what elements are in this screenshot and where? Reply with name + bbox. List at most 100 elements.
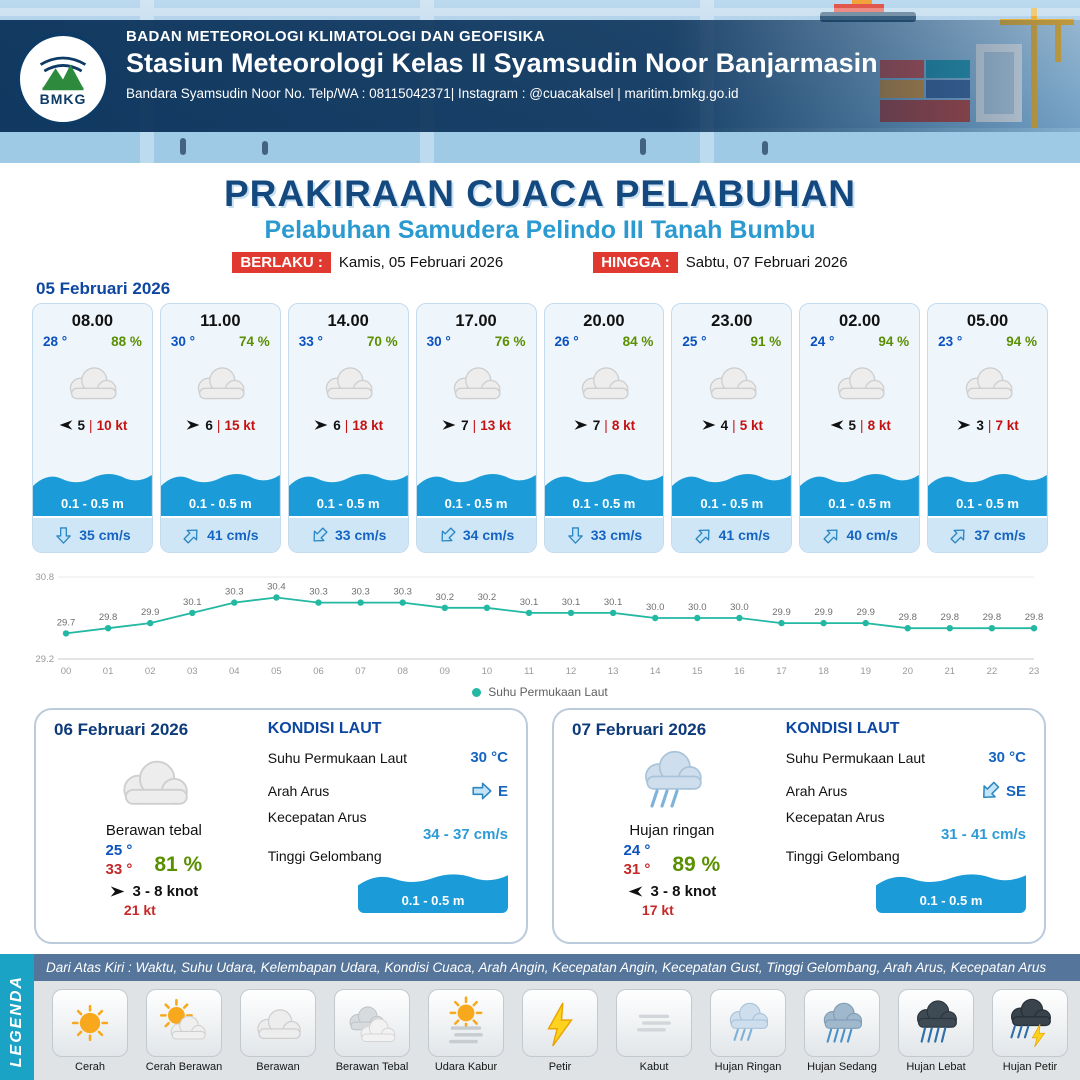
bmkg-logo-icon xyxy=(39,56,87,91)
sea-conditions-title: KONDISI LAUT xyxy=(785,720,900,737)
wind-gust: 8 kt xyxy=(611,417,636,433)
current-speed: 40 cm/s xyxy=(846,527,898,543)
card-temperature: 30 ° xyxy=(170,334,196,349)
day-temp-min: 25 ° xyxy=(105,842,133,859)
day-condition: Hujan ringan xyxy=(629,822,715,839)
wave-height-band: 0.1 - 0.5 m xyxy=(544,466,664,516)
svg-text:00: 00 xyxy=(61,666,72,677)
current-speed: 34 cm/s xyxy=(462,527,515,543)
cloud-icon xyxy=(325,367,373,400)
wave-height-band: 0.1 - 0.5 m xyxy=(160,466,280,516)
rain-light-icon xyxy=(729,1002,769,1041)
legend-label: Udara Kabur xyxy=(434,1061,498,1073)
wind-direction-icon xyxy=(702,420,716,430)
svg-text:12: 12 xyxy=(566,666,577,677)
card-temp-humidity: 33 ° 70 % xyxy=(289,331,408,349)
card-wind-row: 6 | 15 kt xyxy=(161,417,280,433)
sea-sst-value: 30 °C xyxy=(470,749,508,766)
header-band xyxy=(0,20,1080,132)
svg-text:30.2: 30.2 xyxy=(436,592,455,603)
wind-direction-icon xyxy=(574,420,588,430)
legend-item: Petir xyxy=(516,989,604,1073)
day-date: 07 Februari 2026 xyxy=(572,720,707,739)
wave-icon xyxy=(672,474,792,516)
legend-tile xyxy=(240,989,316,1057)
wind-gust: 7 kt xyxy=(995,417,1019,433)
valid-from-group: BERLAKU : Kamis, 05 Februari 2026 xyxy=(232,252,503,273)
thunder-rain-icon xyxy=(1010,998,1051,1048)
card-temperature: 26 ° xyxy=(554,334,579,349)
sea-wave-height-value: 0.1 - 0.5 m xyxy=(401,893,465,908)
current-direction-icon xyxy=(183,528,198,544)
sea-wave-height-value: 0.1 - 0.5 m xyxy=(919,893,983,908)
legend-tile xyxy=(52,989,128,1057)
legend-tile xyxy=(898,989,974,1057)
legend-tile xyxy=(428,989,504,1057)
card-temperature: 28 ° xyxy=(43,334,68,349)
forecast-card: 05.00 23 ° 94 % 3 | 7 kt 0.1 - 0.5 m 37 … xyxy=(927,303,1048,553)
sea-current-speed-value: 34 - 37 cm/s xyxy=(422,826,508,843)
valid-to-group: HINGGA : Sabtu, 07 Februari 2026 xyxy=(593,252,848,273)
svg-text:04: 04 xyxy=(229,666,240,677)
wave-height-band: 0.1 - 0.5 m xyxy=(800,466,920,516)
legend-tile xyxy=(334,989,410,1057)
clouds-icon xyxy=(349,1006,396,1043)
current-direction-icon xyxy=(567,526,583,544)
sea-current-direction-row: Arah Arus E xyxy=(268,780,508,802)
current-direction-icon xyxy=(950,528,965,544)
cloud-icon xyxy=(965,367,1013,400)
wave-icon xyxy=(544,474,664,516)
wind-gust: 8 kt xyxy=(867,417,891,433)
svg-text:02: 02 xyxy=(145,666,156,677)
card-temp-humidity: 23 ° 94 % xyxy=(928,331,1047,349)
current-direction-icon xyxy=(695,528,710,544)
svg-text:29.8: 29.8 xyxy=(898,612,917,623)
current-direction-icon xyxy=(822,528,838,544)
day-weather-icon xyxy=(572,740,772,822)
svg-text:30.8: 30.8 xyxy=(36,572,55,583)
svg-text:30.3: 30.3 xyxy=(393,587,412,598)
wave-icon xyxy=(160,474,280,516)
current-speed: 33 cm/s xyxy=(335,527,387,543)
sea-sst-row: Suhu Permukaan Laut 30 °C xyxy=(268,749,508,766)
wave-height-value: 0.1 - 0.5 m xyxy=(61,496,124,511)
agency-name: BADAN METEOROLOGI KLIMATOLOGI DAN GEOFIS… xyxy=(126,28,546,45)
cloud-icon xyxy=(198,367,245,400)
card-humidity: 84 % xyxy=(622,334,654,349)
sea-conditions-column: KONDISI LAUT Suhu Permukaan Laut 30 °C A… xyxy=(268,720,508,930)
day-temps: 24 ° 31 ° xyxy=(624,842,651,878)
day-wind-row: 3 - 8 knot xyxy=(54,883,254,900)
wind-direction-icon xyxy=(830,420,843,430)
legend-tile xyxy=(146,989,222,1057)
card-temperature: 24 ° xyxy=(810,334,835,349)
legend-label: Cerah Berawan xyxy=(145,1061,223,1073)
wave-icon xyxy=(33,474,152,516)
current-direction-icon xyxy=(441,526,456,542)
card-humidity: 70 % xyxy=(366,334,398,349)
legend-label: Berawan Tebal xyxy=(335,1061,409,1073)
wave-height-value: 0.1 - 0.5 m xyxy=(572,496,636,511)
card-humidity: 94 % xyxy=(878,334,910,349)
current-speed: 41 cm/s xyxy=(207,527,259,543)
day-temp-humidity: 25 ° 33 ° 81 % xyxy=(54,842,254,878)
current-speed: 33 cm/s xyxy=(590,527,643,543)
svg-text:30.2: 30.2 xyxy=(478,592,497,603)
svg-text:13: 13 xyxy=(608,666,619,677)
contact-line: Bandara Syamsudin Noor No. Telp/WA : 081… xyxy=(126,86,739,101)
card-weather-icon xyxy=(33,351,152,413)
svg-text:30.3: 30.3 xyxy=(225,587,244,598)
current-speed: 35 cm/s xyxy=(79,527,131,543)
card-time: 14.00 xyxy=(327,312,369,330)
card-temp-humidity: 30 ° 76 % xyxy=(417,331,536,349)
sea-sst-value: 30 °C xyxy=(988,749,1026,766)
wind-direction-icon xyxy=(442,420,456,430)
legend-item: Kabut xyxy=(610,989,698,1073)
sea-current-direction-label: Arah Arus xyxy=(785,783,848,799)
wind-gust: 5 kt xyxy=(739,417,763,433)
legend-tile xyxy=(710,989,786,1057)
card-temp-humidity: 30 ° 74 % xyxy=(161,331,280,349)
sea-current-speed-label: Kecepatan Arus xyxy=(785,809,885,825)
valid-from-label: BERLAKU : xyxy=(232,252,331,273)
legend-dot-icon xyxy=(472,687,482,697)
legend-item: Hujan Petir xyxy=(986,989,1074,1073)
